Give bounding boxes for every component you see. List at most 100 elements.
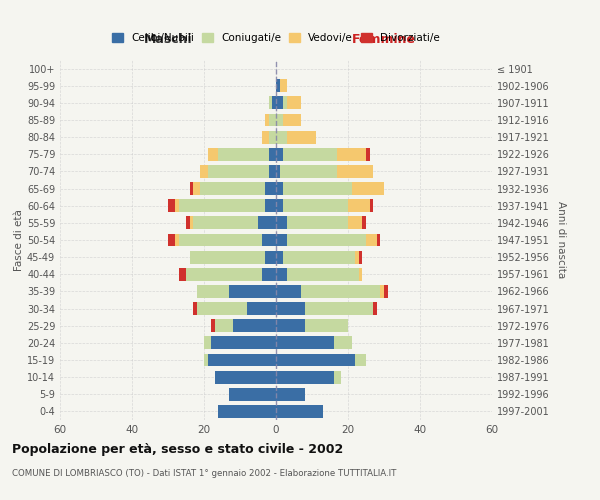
Bar — [301, 285, 380, 298]
Bar — [276, 302, 305, 315]
Bar — [283, 250, 355, 264]
Bar — [287, 96, 301, 110]
Bar — [258, 216, 276, 230]
Bar — [384, 285, 388, 298]
Bar — [276, 182, 283, 195]
Bar — [190, 250, 265, 264]
Bar — [276, 268, 287, 280]
Bar — [186, 216, 190, 230]
Bar — [276, 80, 280, 92]
Bar — [179, 268, 186, 280]
Bar — [276, 320, 305, 332]
Bar — [190, 182, 193, 195]
Bar — [366, 234, 377, 246]
Bar — [377, 234, 380, 246]
Bar — [200, 165, 208, 178]
Bar — [348, 216, 362, 230]
Bar — [265, 182, 276, 195]
Bar — [208, 165, 269, 178]
Bar — [208, 148, 218, 160]
Bar — [269, 96, 272, 110]
Text: Maschi: Maschi — [143, 34, 193, 46]
Bar — [276, 234, 287, 246]
Bar — [276, 285, 301, 298]
Bar — [287, 216, 348, 230]
Bar — [168, 200, 175, 212]
Bar — [276, 336, 334, 349]
Text: Femmine: Femmine — [352, 34, 416, 46]
Bar — [359, 250, 362, 264]
Bar — [276, 216, 287, 230]
Bar — [283, 200, 348, 212]
Bar — [265, 200, 276, 212]
Bar — [215, 370, 276, 384]
Bar — [355, 354, 366, 366]
Bar — [276, 165, 280, 178]
Bar — [211, 320, 215, 332]
Bar — [283, 114, 301, 126]
Y-axis label: Anni di nascita: Anni di nascita — [556, 202, 566, 278]
Y-axis label: Fasce di età: Fasce di età — [14, 209, 24, 271]
Bar — [283, 182, 352, 195]
Bar — [190, 216, 193, 230]
Bar — [204, 336, 211, 349]
Bar — [276, 148, 283, 160]
Bar — [247, 302, 276, 315]
Bar — [272, 96, 276, 110]
Bar — [175, 200, 179, 212]
Bar — [276, 405, 323, 418]
Bar — [334, 370, 341, 384]
Bar — [276, 250, 283, 264]
Bar — [283, 148, 337, 160]
Bar — [229, 285, 276, 298]
Bar — [348, 200, 370, 212]
Bar — [276, 200, 283, 212]
Bar — [168, 234, 175, 246]
Bar — [215, 320, 233, 332]
Bar — [265, 250, 276, 264]
Bar — [211, 336, 276, 349]
Bar — [218, 405, 276, 418]
Bar — [305, 302, 373, 315]
Bar — [269, 114, 276, 126]
Bar — [334, 336, 352, 349]
Legend: Celibi/Nubili, Coniugati/e, Vedovi/e, Divorziati/e: Celibi/Nubili, Coniugati/e, Vedovi/e, Di… — [108, 29, 444, 48]
Bar — [193, 302, 197, 315]
Bar — [200, 182, 265, 195]
Text: Popolazione per età, sesso e stato civile - 2002: Popolazione per età, sesso e stato civil… — [12, 442, 343, 456]
Bar — [276, 354, 355, 366]
Bar — [204, 354, 208, 366]
Bar — [287, 130, 316, 143]
Bar — [305, 320, 348, 332]
Bar — [269, 130, 276, 143]
Bar — [218, 148, 269, 160]
Bar — [287, 234, 366, 246]
Bar — [233, 320, 276, 332]
Bar — [265, 114, 269, 126]
Bar — [179, 200, 265, 212]
Bar — [229, 388, 276, 400]
Bar — [197, 302, 247, 315]
Bar — [179, 234, 262, 246]
Bar — [262, 268, 276, 280]
Bar — [280, 80, 287, 92]
Bar — [208, 354, 276, 366]
Bar — [380, 285, 384, 298]
Bar — [175, 234, 179, 246]
Bar — [337, 148, 366, 160]
Bar — [269, 165, 276, 178]
Bar — [262, 130, 269, 143]
Bar — [276, 370, 334, 384]
Bar — [276, 130, 287, 143]
Bar — [276, 96, 283, 110]
Bar — [276, 114, 283, 126]
Text: COMUNE DI LOMBRIASCO (TO) - Dati ISTAT 1° gennaio 2002 - Elaborazione TUTTITALIA: COMUNE DI LOMBRIASCO (TO) - Dati ISTAT 1… — [12, 469, 397, 478]
Bar — [262, 234, 276, 246]
Bar — [280, 165, 337, 178]
Bar — [193, 182, 200, 195]
Bar — [355, 250, 359, 264]
Bar — [186, 268, 262, 280]
Bar — [287, 268, 359, 280]
Bar — [366, 148, 370, 160]
Bar — [197, 285, 229, 298]
